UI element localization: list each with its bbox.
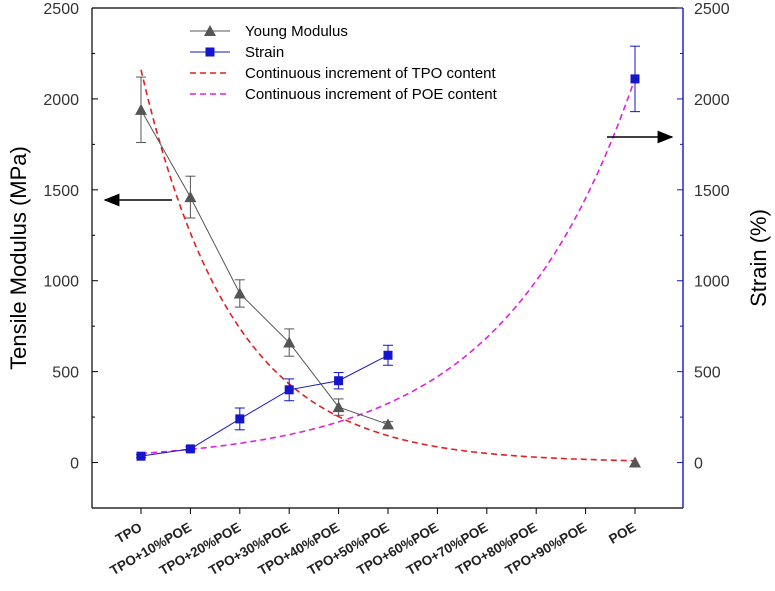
series-line-strain (140, 354, 389, 457)
right-tick-label: 1500 (694, 183, 730, 200)
data-point-young-modulus (233, 287, 246, 299)
legend-marker (205, 47, 215, 57)
series-layer (135, 45, 641, 468)
series-curve-poe (140, 78, 636, 455)
series-line-young-modulus (140, 109, 389, 425)
data-point-strain (284, 385, 294, 395)
data-point-young-modulus (629, 456, 641, 468)
data-point-strain (136, 451, 146, 461)
data-point-young-modulus (332, 401, 345, 413)
data-point-young-modulus (382, 418, 394, 430)
x-tick-label: POE (606, 520, 638, 547)
left-tick-label: 2500 (43, 1, 79, 18)
right-tick-label: 2500 (694, 1, 730, 18)
data-point-young-modulus (184, 191, 197, 203)
legend-label: Continuous increment of POE content (245, 86, 498, 103)
right-tick-label: 0 (694, 456, 703, 473)
left-tick-label: 500 (52, 365, 79, 382)
right-tick-label: 2000 (694, 92, 730, 109)
legend: Young Modulus Strain Continuous increment … (190, 23, 498, 103)
data-point-young-modulus (135, 103, 147, 115)
left-tick-label: 2000 (43, 92, 79, 109)
data-point-strain (185, 444, 195, 454)
right-tick-label: 1000 (694, 274, 730, 291)
legend-marker (204, 25, 216, 36)
data-point-strain (383, 350, 393, 360)
data-point-strain (235, 414, 245, 424)
annotation-layer (103, 130, 674, 207)
legend-label: Strain (245, 44, 284, 61)
legend-label: Young Modulus (245, 23, 348, 40)
y-axis-title-left: Tensile Modulus (MPa) (6, 146, 31, 370)
right-tick-label: 500 (694, 365, 721, 382)
x-tick-label: TPO (113, 520, 145, 547)
left-tick-label: 1500 (43, 183, 79, 200)
left-tick-label: 0 (70, 456, 79, 473)
data-point-young-modulus (283, 336, 296, 348)
data-point-strain (334, 376, 344, 386)
left-tick-label: 1000 (43, 274, 79, 291)
series-curve-tpo (140, 69, 635, 462)
legend-label: Continuous increment of TPO content (245, 65, 497, 82)
y-axis-title-right: Strain (%) (746, 209, 771, 307)
data-point-strain (630, 74, 640, 84)
